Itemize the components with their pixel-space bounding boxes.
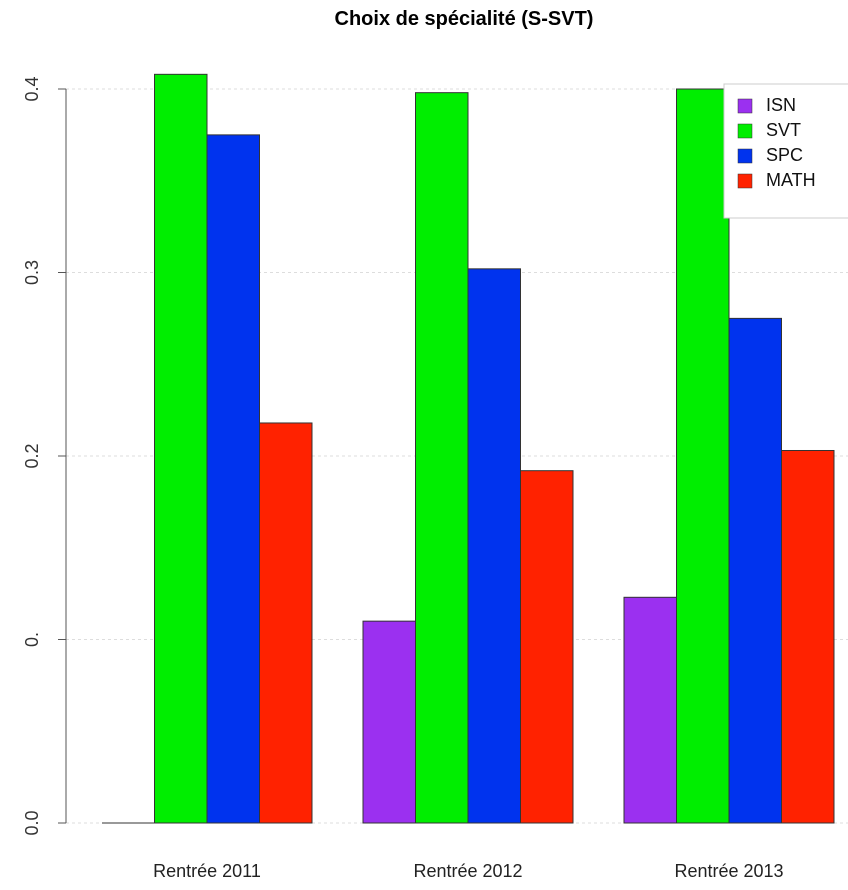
bar	[415, 92, 469, 824]
bar	[206, 134, 260, 824]
bar	[362, 620, 416, 824]
bar	[781, 449, 835, 824]
y-tick-label: 0.	[22, 632, 42, 647]
bar	[259, 422, 313, 824]
legend-swatch	[737, 173, 753, 189]
bar	[520, 470, 574, 824]
y-tick-label: 0.3	[22, 260, 42, 285]
legend-label: ISN	[766, 95, 796, 115]
chart-title: Choix de spécialité (S-SVT)	[335, 8, 594, 30]
bars	[102, 73, 835, 824]
bar	[154, 73, 208, 824]
bar	[467, 268, 521, 824]
x-axis-labels: Rentrée 2011 Rentrée 2012 Rentrée 2013	[153, 861, 783, 881]
y-tick-label: 0.4	[22, 76, 42, 101]
legend-swatch	[737, 123, 753, 139]
y-tick-label: 0.2	[22, 443, 42, 468]
y-tick-label: 0.0	[22, 810, 42, 835]
bar	[676, 88, 730, 824]
y-axis: 0.0 0. 0.2 0.3 0.4	[22, 76, 67, 836]
legend-swatch	[737, 148, 753, 164]
legend-label: MATH	[766, 170, 816, 190]
x-tick-label: Rentrée 2013	[674, 861, 783, 881]
legend: ISN SVT SPC MATH	[723, 83, 848, 219]
x-tick-label: Rentrée 2011	[153, 861, 261, 881]
bar	[728, 317, 782, 824]
legend-label: SVT	[766, 120, 801, 140]
legend-swatch	[737, 98, 753, 114]
legend-label: SPC	[766, 145, 803, 165]
bar	[623, 596, 677, 824]
x-tick-label: Rentrée 2012	[413, 861, 522, 881]
